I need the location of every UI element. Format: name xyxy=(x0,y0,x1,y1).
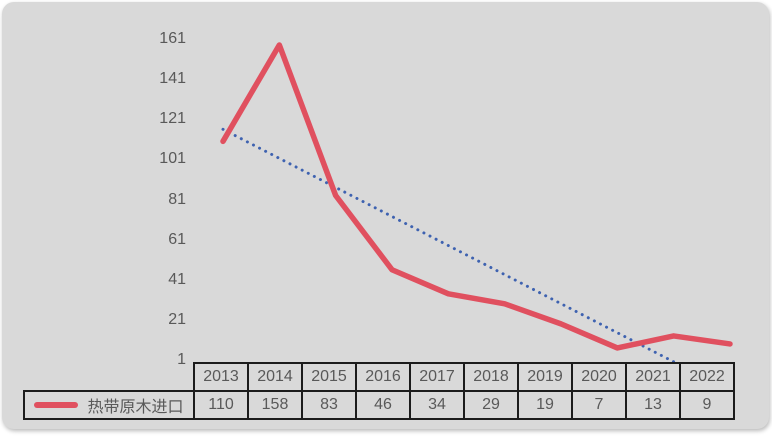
legend-key: 热带原木进口 xyxy=(25,393,193,417)
y-axis-tick-label: 101 xyxy=(159,150,186,168)
series-line-tropical-log-imports xyxy=(220,42,733,351)
year-header-cell: 2018 xyxy=(463,362,519,392)
y-axis-tick-label: 161 xyxy=(159,30,186,47)
value-cell: 7 xyxy=(571,390,627,420)
trendline xyxy=(221,127,676,364)
year-header-cell: 2016 xyxy=(355,362,411,392)
value-cell: 19 xyxy=(517,390,573,420)
year-header-cell: 2017 xyxy=(409,362,465,392)
y-axis-tick-label: 81 xyxy=(168,190,186,208)
value-cell: 158 xyxy=(247,390,303,420)
value-cell: 13 xyxy=(625,390,681,420)
value-cell: 34 xyxy=(409,390,465,420)
chart-panel xyxy=(2,2,769,429)
value-cell: 110 xyxy=(193,390,249,420)
table-header-row: 2013 2014 2015 2016 2017 2018 2019 2020 2021 2022 xyxy=(24,362,735,392)
value-cell: 9 xyxy=(679,390,735,420)
y-axis-tick-label: 121 xyxy=(159,110,186,128)
legend-label: 热带原木进口 xyxy=(87,399,184,416)
value-cell: 83 xyxy=(301,390,357,420)
year-header-cell: 2022 xyxy=(679,362,735,392)
table-corner-spacer xyxy=(24,363,194,391)
legend-cell: 热带原木进口 xyxy=(23,390,195,420)
year-header-cell: 2014 xyxy=(247,362,303,392)
y-axis-tick-label: 61 xyxy=(168,230,186,248)
table-value-row: 热带原木进口 110 158 83 46 34 29 19 7 13 9 xyxy=(23,390,735,420)
y-axis-tick-label: 1 xyxy=(177,351,186,368)
year-header-cell: 2013 xyxy=(193,362,249,392)
y-axis-tick-label: 21 xyxy=(168,310,186,328)
y-axis-tick-label: 141 xyxy=(159,70,186,88)
y-axis-tick-label: 41 xyxy=(168,270,186,288)
value-cell: 29 xyxy=(463,390,519,420)
year-header-cell: 2021 xyxy=(625,362,681,392)
chart-data-table: 2013 2014 2015 2016 2017 2018 2019 2020 2021 2022… xyxy=(23,362,735,420)
year-header-cell: 2015 xyxy=(301,362,357,392)
year-header-cell: 2020 xyxy=(571,362,627,392)
value-cell: 46 xyxy=(355,390,411,420)
series-color-swatch xyxy=(34,402,79,408)
year-header-cell: 2019 xyxy=(517,362,573,392)
